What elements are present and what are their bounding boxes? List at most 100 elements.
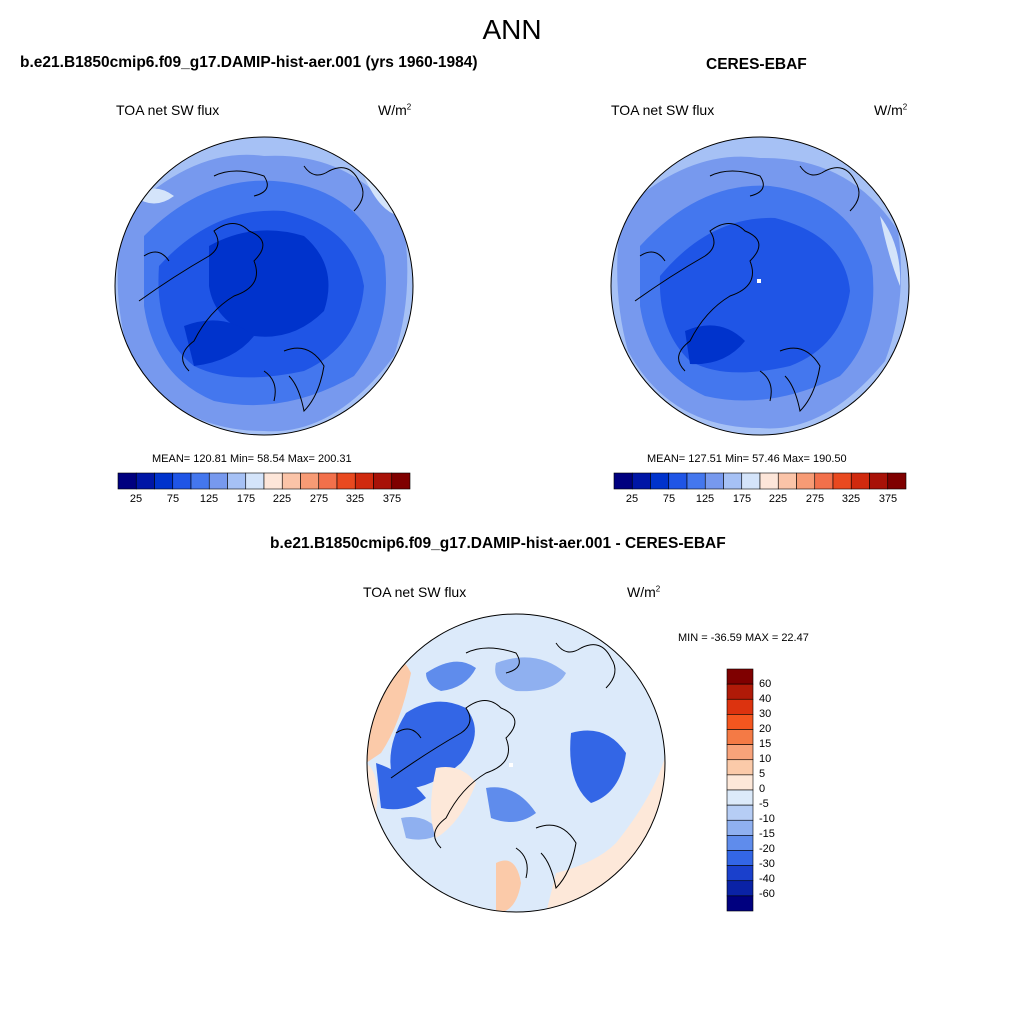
obs-tick: 125 bbox=[695, 493, 715, 505]
obs-tick: 225 bbox=[768, 493, 788, 505]
diff-colorbar-ticks: 60 40 30 20 15 10 5 0 -5 -10 -15 -20 -30… bbox=[759, 678, 799, 908]
colorbar-swatch bbox=[154, 472, 174, 490]
diff-stats: MIN = -36.59 MAX = 22.47 bbox=[678, 632, 809, 644]
diff-tick: 10 bbox=[759, 753, 772, 765]
diff-panel-title: b.e21.B1850cmip6.f09_g17.DAMIP-hist-aer.… bbox=[270, 535, 726, 552]
model-tick: 75 bbox=[166, 493, 180, 505]
colorbar-swatch bbox=[263, 472, 283, 490]
colorbar-swatch bbox=[814, 472, 834, 490]
diff-tick: -60 bbox=[759, 888, 775, 900]
colorbar-swatch bbox=[208, 472, 228, 490]
diff-tick: 20 bbox=[759, 723, 772, 735]
colorbar-swatch bbox=[887, 472, 907, 490]
obs-tick: 75 bbox=[662, 493, 676, 505]
obs-tick: 25 bbox=[625, 493, 639, 505]
colorbar-swatch bbox=[281, 472, 301, 490]
model-tick: 375 bbox=[382, 493, 402, 505]
obs-tick: 325 bbox=[841, 493, 861, 505]
figure-title: ANN bbox=[482, 14, 542, 45]
colorbar-swatch bbox=[686, 472, 706, 490]
diff-tick: 40 bbox=[759, 693, 772, 705]
obs-stats: MEAN= 127.51 Min= 57.46 Max= 190.50 bbox=[647, 453, 847, 465]
diff-variable-label: TOA net SW flux bbox=[363, 584, 467, 600]
model-tick: 225 bbox=[272, 493, 292, 505]
colorbar-swatch bbox=[726, 759, 754, 776]
colorbar-swatch bbox=[336, 472, 356, 490]
colorbar-swatch bbox=[726, 895, 754, 912]
obs-tick: 275 bbox=[805, 493, 825, 505]
diff-tick: 0 bbox=[759, 783, 766, 795]
model-colorbar-ticks: 25 75 125 175 225 275 325 375 bbox=[118, 493, 410, 507]
diff-tick: -30 bbox=[759, 858, 775, 870]
diff-tick: -10 bbox=[759, 813, 775, 825]
colorbar-swatch bbox=[850, 472, 870, 490]
colorbar-swatch bbox=[726, 804, 754, 821]
model-variable-label: TOA net SW flux bbox=[116, 102, 220, 118]
model-panel-title: b.e21.B1850cmip6.f09_g17.DAMIP-hist-aer.… bbox=[20, 54, 478, 71]
diff-tick: 60 bbox=[759, 678, 772, 690]
colorbar-swatch bbox=[726, 698, 754, 715]
colorbar-swatch bbox=[726, 729, 754, 745]
colorbar-swatch bbox=[726, 865, 754, 882]
diff-tick: -15 bbox=[759, 828, 775, 840]
colorbar-swatch bbox=[869, 472, 889, 490]
colorbar-swatch bbox=[135, 472, 155, 490]
colorbar-swatch bbox=[726, 819, 754, 836]
obs-polar-map bbox=[610, 136, 910, 436]
colorbar-swatch bbox=[726, 683, 754, 700]
colorbar-swatch bbox=[613, 472, 633, 490]
colorbar-swatch bbox=[741, 472, 761, 490]
colorbar-swatch bbox=[726, 714, 754, 730]
obs-units-label: W/m2 bbox=[874, 102, 908, 118]
colorbar-swatch bbox=[300, 472, 320, 490]
diff-tick: 5 bbox=[759, 768, 766, 780]
colorbar-swatch bbox=[796, 472, 816, 490]
colorbar-swatch bbox=[172, 472, 192, 490]
colorbar-swatch bbox=[704, 472, 724, 490]
colorbar-swatch bbox=[726, 668, 754, 685]
model-tick: 25 bbox=[129, 493, 143, 505]
model-tick: 125 bbox=[199, 493, 219, 505]
colorbar-swatch bbox=[726, 835, 754, 851]
colorbar-swatch bbox=[391, 472, 411, 490]
colorbar-swatch bbox=[668, 472, 688, 490]
colorbar-swatch bbox=[373, 472, 393, 490]
model-polar-map bbox=[114, 136, 414, 436]
diff-tick: -20 bbox=[759, 843, 775, 855]
diff-tick: 15 bbox=[759, 738, 772, 750]
diff-colorbar bbox=[726, 668, 754, 912]
obs-tick: 175 bbox=[732, 493, 752, 505]
diff-polar-map bbox=[366, 613, 666, 913]
model-tick: 325 bbox=[345, 493, 365, 505]
diff-tick: 30 bbox=[759, 708, 772, 720]
model-tick: 275 bbox=[309, 493, 329, 505]
colorbar-swatch bbox=[245, 472, 265, 490]
colorbar-swatch bbox=[759, 472, 779, 490]
colorbar-swatch bbox=[227, 472, 247, 490]
colorbar-swatch bbox=[726, 850, 754, 866]
model-tick: 175 bbox=[236, 493, 256, 505]
diff-tick: -5 bbox=[759, 798, 769, 810]
obs-colorbar bbox=[613, 472, 907, 490]
colorbar-swatch bbox=[726, 774, 754, 791]
colorbar-swatch bbox=[631, 472, 651, 490]
diff-units-label: W/m2 bbox=[627, 584, 661, 600]
colorbar-swatch bbox=[777, 472, 797, 490]
obs-colorbar-ticks: 25 75 125 175 225 275 325 375 bbox=[614, 493, 906, 507]
colorbar-swatch bbox=[726, 789, 754, 806]
colorbar-swatch bbox=[318, 472, 338, 490]
colorbar-swatch bbox=[117, 472, 137, 490]
colorbar-swatch bbox=[723, 472, 743, 490]
diff-tick: -40 bbox=[759, 873, 775, 885]
colorbar-swatch bbox=[650, 472, 670, 490]
model-colorbar bbox=[117, 472, 411, 490]
colorbar-swatch bbox=[726, 744, 754, 761]
model-stats: MEAN= 120.81 Min= 58.54 Max= 200.31 bbox=[152, 453, 352, 465]
colorbar-swatch bbox=[726, 880, 754, 897]
colorbar-swatch bbox=[354, 472, 374, 490]
obs-tick: 375 bbox=[878, 493, 898, 505]
obs-variable-label: TOA net SW flux bbox=[611, 102, 715, 118]
obs-panel-title: CERES-EBAF bbox=[706, 56, 807, 73]
model-units-label: W/m2 bbox=[378, 102, 412, 118]
colorbar-swatch bbox=[832, 472, 852, 490]
